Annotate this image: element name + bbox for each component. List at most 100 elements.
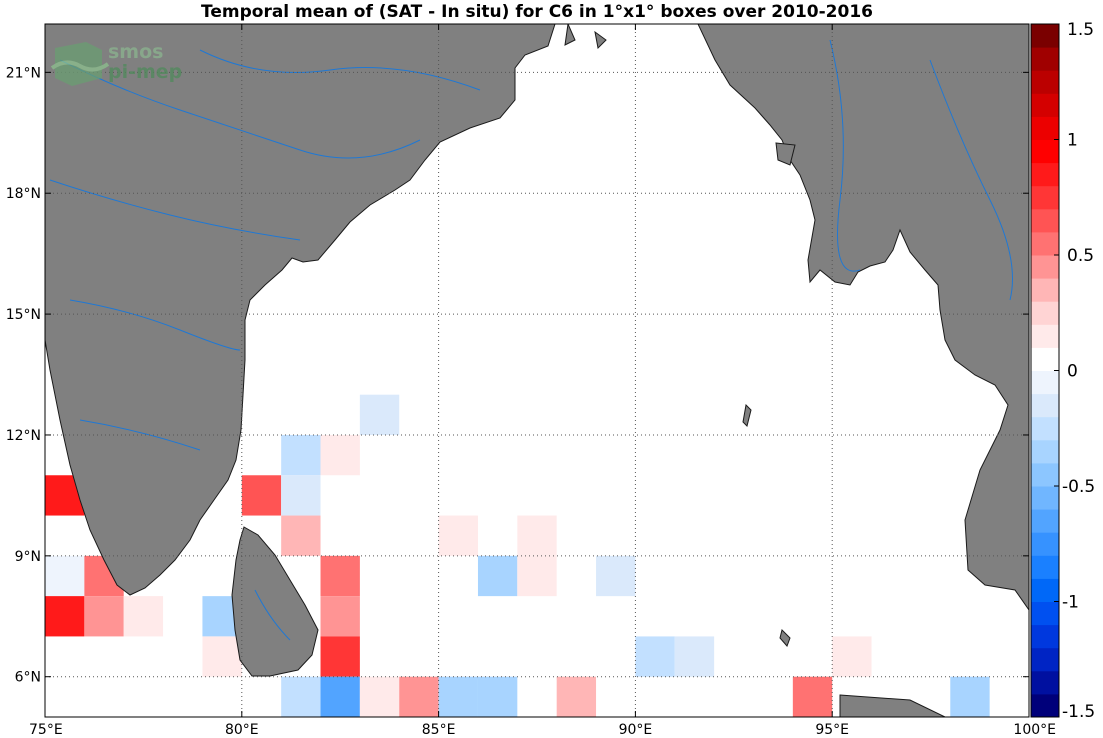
colorbar-swatch-10 bbox=[1031, 462, 1059, 487]
heatmap-cell-31 bbox=[792, 676, 833, 717]
heatmap-cell-30 bbox=[674, 636, 715, 677]
y-tick-label-3: 15°N bbox=[6, 307, 41, 323]
plot-frame bbox=[44, 23, 1030, 718]
colorbar-swatch-2 bbox=[1031, 647, 1059, 672]
colorbar-tick-label-2: -0.5 bbox=[1062, 477, 1095, 497]
x-tick-label-5: 100°E bbox=[1013, 722, 1056, 738]
heatmap-cell-15 bbox=[320, 596, 360, 637]
colorbar-tick-label-6: 1.5 bbox=[1067, 20, 1094, 40]
colorbar-swatch-17 bbox=[1031, 301, 1059, 325]
andaman-islands-land bbox=[742, 403, 752, 427]
x-tick-label-1: 80°E bbox=[225, 722, 259, 738]
heatmap-cell-16 bbox=[320, 636, 360, 677]
colorbar-swatch-7 bbox=[1031, 532, 1059, 556]
colorbar-swatch-16 bbox=[1031, 324, 1059, 348]
colorbar-swatch-25 bbox=[1031, 116, 1059, 140]
colorbar-swatch-20 bbox=[1031, 231, 1059, 256]
river-4 bbox=[79, 419, 201, 451]
colorbar-swatch-18 bbox=[1031, 278, 1059, 302]
river-1 bbox=[59, 59, 421, 159]
colorbar-swatch-11 bbox=[1031, 439, 1059, 464]
heatmap-cell-22 bbox=[477, 676, 518, 717]
heatmap-cell-32 bbox=[832, 636, 872, 677]
axis-ticks bbox=[44, 24, 1030, 717]
heatmap-cell-20 bbox=[399, 676, 439, 717]
heatmap-cell-11 bbox=[281, 515, 321, 556]
y-tick-label-1: 9°N bbox=[15, 549, 41, 565]
colorbar-swatch-13 bbox=[1031, 393, 1059, 418]
colorbar-swatch-29 bbox=[1031, 24, 1059, 48]
colorbar-tick-label-4: 0.5 bbox=[1067, 246, 1094, 266]
colorbar-ticks: -1.5 -1 -0.5 0 0.5 1 1.5 bbox=[1054, 20, 1095, 722]
heatmap-cell-14 bbox=[320, 555, 360, 597]
colorbar-tick-label-5: 1 bbox=[1067, 131, 1078, 151]
colorbar-swatch-8 bbox=[1031, 509, 1059, 533]
colorbar-swatch-28 bbox=[1031, 47, 1059, 71]
heatmap-cell-27 bbox=[517, 555, 557, 597]
river-6 bbox=[829, 39, 861, 272]
logo-wave-icon bbox=[50, 60, 110, 72]
x-tick-label-4: 95°E bbox=[815, 722, 849, 738]
river-7 bbox=[929, 59, 1013, 301]
logo-text-smos: smos bbox=[108, 41, 163, 63]
colorbar-swatch-5 bbox=[1031, 578, 1059, 602]
heatmap-cell-5 bbox=[123, 596, 164, 637]
heatmap-cell-13 bbox=[359, 394, 400, 435]
y-tick-labels: 6°N 9°N 12°N 15°N 18°N 21°N bbox=[6, 65, 41, 685]
colorbar-tick-label-3: 0 bbox=[1067, 362, 1078, 382]
heatmap-cell-26 bbox=[477, 555, 518, 597]
sri-lanka-land bbox=[231, 526, 319, 677]
heatmap-cell-19 bbox=[359, 676, 400, 717]
colorbar-swatch-3 bbox=[1031, 624, 1059, 649]
india-land bbox=[45, 24, 556, 596]
colorbar-swatch-0 bbox=[1031, 693, 1059, 718]
land-masses bbox=[45, 24, 1029, 717]
colorbar-swatch-1 bbox=[1031, 670, 1059, 695]
heatmap-cell-10 bbox=[281, 475, 321, 516]
y-tick-label-2: 12°N bbox=[6, 428, 41, 444]
heatmap-cell-25 bbox=[517, 515, 557, 556]
x-tick-label-2: 85°E bbox=[422, 722, 456, 738]
heatmap-cell-24 bbox=[438, 515, 478, 556]
colorbar bbox=[1031, 24, 1059, 718]
y-tick-label-0: 6°N bbox=[15, 670, 41, 686]
colorbar-swatch-22 bbox=[1031, 185, 1059, 210]
colorbar-swatch-14 bbox=[1031, 370, 1059, 395]
heatmap-cell-33 bbox=[950, 676, 990, 717]
y-tick-label-4: 18°N bbox=[6, 186, 41, 202]
heatmap-cell-12 bbox=[320, 434, 360, 476]
chart-title: Temporal mean of (SAT - In situ) for C6 … bbox=[201, 2, 873, 22]
heatmap-cell-9 bbox=[281, 434, 321, 476]
heatmap-cell-3 bbox=[45, 596, 85, 637]
nicobar-island-land bbox=[779, 629, 791, 647]
grid-lines bbox=[45, 24, 1029, 717]
colorbar-swatch-12 bbox=[1031, 416, 1059, 441]
heatmap-cell-23 bbox=[556, 676, 597, 717]
heatmap-cell-18 bbox=[320, 676, 360, 717]
colorbar-swatch-27 bbox=[1031, 70, 1059, 94]
heatmap-cell-8 bbox=[241, 475, 282, 516]
colorbar-swatch-15 bbox=[1031, 347, 1059, 371]
myanmar-bangladesh-land bbox=[697, 24, 1029, 611]
river-lines bbox=[49, 39, 1013, 641]
island-top-2-land bbox=[594, 30, 607, 50]
colorbar-tick-label-1: -1 bbox=[1062, 593, 1079, 613]
colorbar-swatch-6 bbox=[1031, 555, 1059, 579]
x-tick-label-3: 90°E bbox=[619, 722, 653, 738]
river-8 bbox=[254, 589, 291, 641]
y-tick-label-5: 21°N bbox=[6, 65, 41, 81]
island-1-land bbox=[775, 142, 796, 166]
island-top-1-land bbox=[564, 24, 576, 46]
river-5 bbox=[199, 49, 481, 91]
heatmap-cell-1 bbox=[45, 555, 85, 597]
river-2 bbox=[49, 179, 301, 241]
x-tick-label-0: 75°E bbox=[29, 722, 63, 738]
colorbar-swatch-19 bbox=[1031, 255, 1059, 279]
heatmap-cell-7 bbox=[202, 636, 242, 677]
logo-text-pimep: pi-mep bbox=[108, 61, 182, 83]
river-3 bbox=[69, 299, 241, 351]
smos-pi-mep-logo: smos pi-mep bbox=[50, 41, 182, 86]
colorbar-swatch-24 bbox=[1031, 139, 1059, 164]
heatmap-cell-21 bbox=[438, 676, 478, 717]
colorbar-swatch-21 bbox=[1031, 208, 1059, 233]
